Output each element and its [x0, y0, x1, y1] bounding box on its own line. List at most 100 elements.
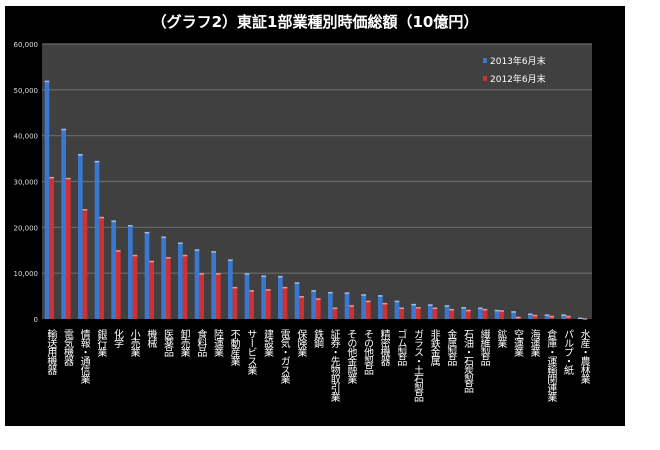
legend-label: 2013年6月末: [490, 55, 546, 67]
bar-highlight: [116, 250, 121, 252]
bar-highlight: [249, 290, 254, 292]
bar-2013: [311, 290, 316, 319]
bar-highlight: [428, 304, 433, 306]
x-tick-label: 電気・ガス業: [278, 329, 290, 385]
x-tick-label: その他製品: [362, 329, 374, 376]
x-tick-label: 金属製品: [445, 328, 457, 367]
bar-2012: [482, 308, 488, 319]
bar-highlight: [261, 275, 266, 277]
bar-2013: [178, 242, 183, 319]
bar-2012: [66, 177, 71, 319]
bar-2013: [228, 259, 233, 319]
bar-highlight: [311, 290, 316, 292]
bar-highlight: [111, 220, 116, 222]
legend-swatch: [483, 76, 487, 81]
bar-2013: [44, 80, 50, 320]
bar-highlight: [216, 273, 221, 275]
bar-highlight: [382, 302, 388, 305]
bar-2013: [128, 225, 133, 319]
bar-highlight: [149, 260, 154, 263]
y-tick-label: 10,000: [14, 270, 39, 278]
bar-highlight: [532, 314, 538, 317]
bar-highlight: [366, 300, 371, 303]
bar-2012: [432, 307, 438, 319]
x-tick-label: 銀行業: [95, 328, 107, 358]
bar-2013: [528, 313, 533, 319]
chart-title: （グラフ2）東証1部業種別時価総額（10億円）: [151, 13, 479, 31]
bar-2012: [49, 176, 54, 319]
bar-highlight: [578, 317, 583, 320]
bar-highlight: [461, 307, 466, 309]
bar-2012: [266, 289, 271, 319]
bar-highlight: [528, 313, 533, 315]
bar-2012: [349, 305, 354, 319]
bar-highlight: [416, 307, 421, 309]
x-tick-label: 鉱業: [495, 328, 507, 349]
x-tick-label: 陸運業: [212, 328, 224, 358]
bar-2012: [499, 310, 504, 319]
x-tick-label: 鉄鋼: [312, 328, 324, 349]
x-tick-label: 建設業: [262, 328, 274, 358]
bar-2013: [344, 292, 350, 319]
bar-highlight: [399, 307, 404, 310]
bar-highlight: [99, 216, 104, 219]
x-tick-label: 保険業: [295, 328, 307, 358]
bar-highlight: [549, 315, 554, 318]
bar-chart: 0 10,000 20,000 30,000 40,000 50,000 60,000 輸送用…: [14, 41, 592, 403]
x-tick-label: 繊維製品: [478, 328, 490, 367]
bar-highlight: [294, 282, 300, 284]
bar-highlight: [494, 309, 500, 312]
y-tick-label: 20,000: [14, 224, 39, 232]
x-tick-label: 化学: [112, 328, 124, 348]
y-tick-label: 40,000: [14, 133, 39, 141]
x-tick-label: 石油・石炭製品: [462, 329, 474, 394]
bar-2013: [378, 295, 383, 319]
bar-2013: [411, 303, 416, 319]
bar-2012: [282, 286, 288, 319]
bar-2012: [382, 302, 388, 319]
bar-highlight: [299, 296, 304, 298]
bar-highlight: [511, 311, 516, 313]
bar-2013: [78, 154, 83, 319]
y-tick-label: 50,000: [14, 87, 39, 95]
bar-2012: [99, 216, 104, 319]
x-tick-label: 精密機器: [378, 328, 390, 367]
bar-2012: [132, 254, 138, 319]
bar-2013: [161, 236, 166, 319]
bar-2013: [511, 311, 516, 319]
bar-2013: [61, 128, 66, 319]
bar-highlight: [432, 307, 438, 310]
x-tick-label: サービス業: [245, 329, 257, 376]
x-tick-label: 非鉄金属: [428, 329, 440, 367]
bar-2012: [199, 273, 204, 319]
bar-2012: [399, 307, 404, 319]
bar-2013: [494, 309, 500, 319]
legend-label: 2012年6月末: [490, 73, 546, 85]
bar-highlight: [582, 318, 588, 320]
bar-highlight: [516, 316, 521, 319]
bar-highlight: [332, 307, 338, 310]
bar-2012: [116, 250, 121, 319]
bar-highlight: [449, 308, 454, 311]
bar-2013: [544, 314, 550, 319]
bar-2013: [94, 160, 100, 319]
bar-2012: [232, 286, 238, 319]
x-tick-label: 情報・通信業: [78, 328, 90, 385]
bar-highlight: [344, 292, 350, 294]
bar-2013: [211, 251, 216, 319]
bar-highlight: [128, 225, 133, 227]
bar-2012: [299, 296, 304, 319]
bar-2013: [244, 273, 250, 319]
bar-highlight: [316, 298, 321, 300]
bar-2012: [82, 209, 88, 319]
bar-highlight: [211, 251, 216, 253]
x-tick-label: 証券・先物取引業: [328, 328, 340, 403]
bar-highlight: [199, 273, 204, 275]
bar-highlight: [349, 305, 354, 307]
bar-highlight: [328, 291, 333, 294]
bar-2013: [194, 249, 200, 319]
bar-highlight: [161, 236, 166, 238]
x-tick-label: その他金融業: [345, 329, 357, 385]
bar-highlight: [182, 254, 188, 257]
bar-highlight: [82, 209, 88, 211]
